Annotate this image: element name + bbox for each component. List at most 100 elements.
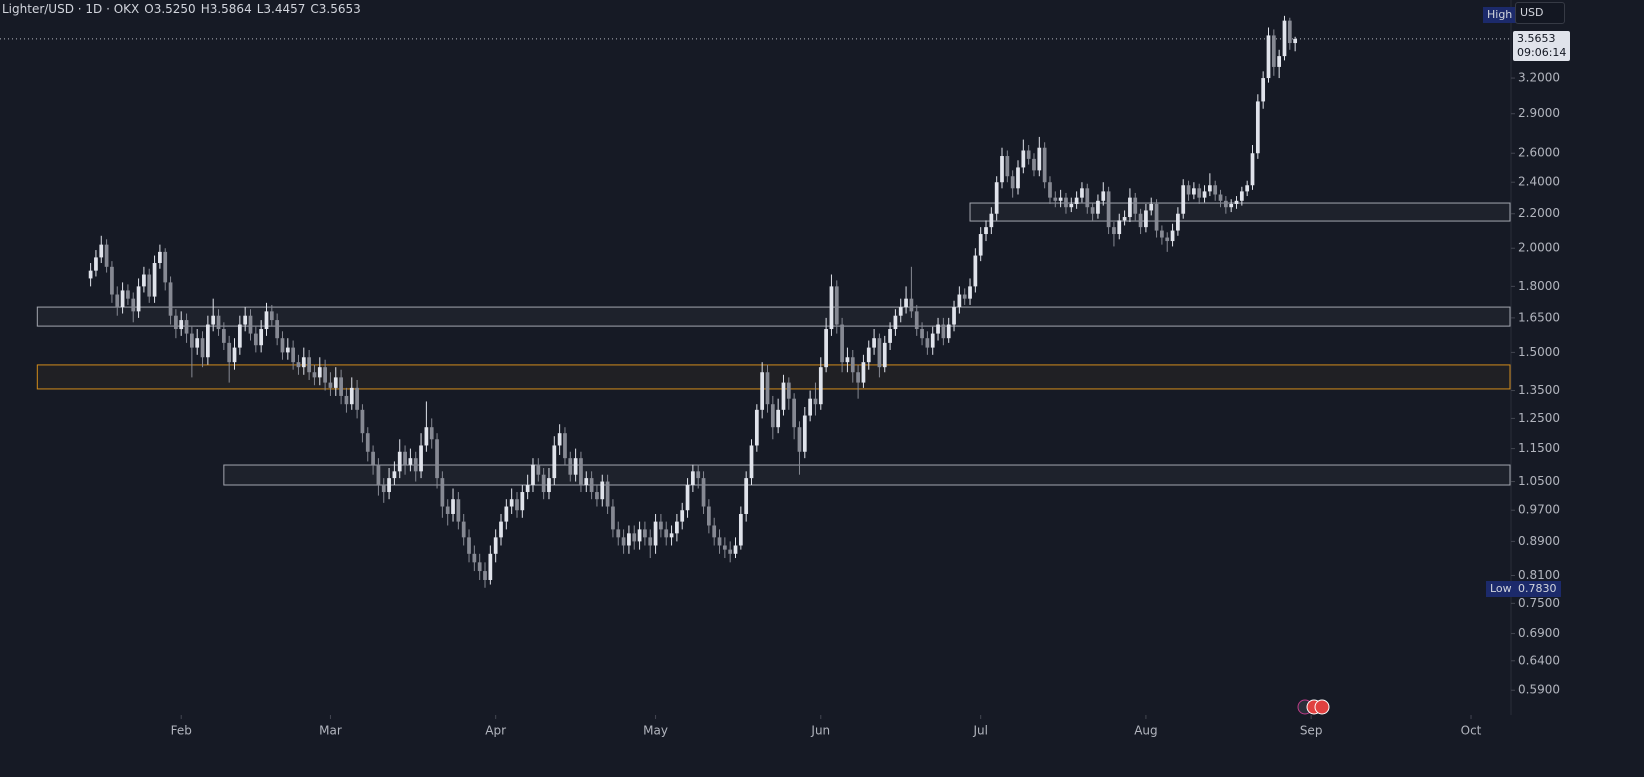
candle-body bbox=[1250, 153, 1255, 186]
candle-body bbox=[925, 338, 930, 348]
candle-body bbox=[584, 478, 589, 486]
currency-button[interactable]: USD bbox=[1515, 2, 1565, 24]
candle-body bbox=[264, 311, 269, 330]
high-marker: High bbox=[1483, 7, 1517, 23]
x-tick-label: Sep bbox=[1300, 724, 1323, 738]
last-price-label: 3.5653 09:06:14 bbox=[1513, 31, 1571, 61]
candle-body bbox=[403, 451, 407, 465]
candle-body bbox=[648, 537, 653, 546]
candle-body bbox=[1074, 197, 1079, 204]
x-tick-label: Apr bbox=[485, 724, 506, 738]
candle-body bbox=[237, 324, 242, 348]
candle-body bbox=[706, 506, 711, 526]
candle-body bbox=[616, 529, 621, 538]
candle-body bbox=[904, 298, 908, 308]
candle-body bbox=[973, 255, 978, 287]
y-tick-label: 0.9700 bbox=[1518, 503, 1560, 517]
event-icon[interactable] bbox=[1314, 699, 1330, 715]
candle-body bbox=[413, 458, 418, 472]
candle-body bbox=[696, 471, 701, 479]
candle-body bbox=[328, 382, 333, 388]
candle-body bbox=[605, 481, 610, 507]
candle-body bbox=[317, 367, 322, 378]
candle-body bbox=[1261, 78, 1266, 102]
candle-body bbox=[1122, 217, 1127, 221]
candle-body bbox=[1128, 197, 1132, 218]
candle-body bbox=[1208, 185, 1212, 192]
candle-body bbox=[365, 433, 370, 452]
candle-body bbox=[1026, 150, 1031, 159]
candle-body bbox=[1218, 194, 1223, 201]
candle-body bbox=[882, 342, 887, 368]
y-tick-label: 2.0000 bbox=[1518, 241, 1560, 255]
x-tick-label: Oct bbox=[1461, 724, 1482, 738]
candle-body bbox=[435, 439, 439, 479]
candle-body bbox=[440, 478, 445, 507]
candle-body bbox=[632, 533, 637, 542]
candle-body bbox=[136, 286, 141, 312]
candle-body bbox=[675, 521, 679, 534]
candle-body bbox=[717, 537, 722, 546]
candle-body bbox=[200, 338, 205, 358]
candle-body bbox=[1133, 197, 1138, 214]
candle-body bbox=[685, 485, 690, 511]
candle-body bbox=[573, 458, 578, 475]
candle-body bbox=[1287, 20, 1292, 44]
candle-body bbox=[792, 398, 797, 428]
candle-body bbox=[1255, 101, 1260, 154]
candle-body bbox=[525, 485, 530, 493]
candle-body bbox=[984, 227, 988, 235]
candle-body bbox=[765, 372, 770, 405]
candle-body bbox=[275, 320, 280, 339]
candle-body bbox=[1176, 213, 1180, 231]
y-tick-label: 1.6500 bbox=[1518, 310, 1560, 324]
candle-body bbox=[296, 362, 301, 368]
candle-body bbox=[1064, 197, 1068, 208]
candle-body bbox=[850, 357, 855, 373]
candle-body bbox=[989, 213, 994, 228]
candle-body bbox=[563, 433, 567, 459]
candle-body bbox=[1282, 20, 1287, 57]
candle-body bbox=[456, 499, 461, 522]
y-tick-label: 2.6000 bbox=[1518, 146, 1560, 160]
candle-body bbox=[829, 286, 834, 330]
candle-body bbox=[968, 286, 972, 299]
candle-body bbox=[344, 395, 349, 405]
candle-body bbox=[1058, 197, 1063, 201]
candle-body bbox=[104, 244, 109, 267]
candle-body bbox=[680, 510, 685, 522]
zone bbox=[969, 202, 1511, 222]
candle-body bbox=[786, 382, 791, 399]
candle-body bbox=[168, 282, 173, 316]
candle-body bbox=[509, 499, 514, 507]
y-tick-label: 0.6400 bbox=[1518, 653, 1560, 667]
y-tick-label: 3.2000 bbox=[1518, 71, 1560, 85]
candle-body bbox=[531, 464, 535, 486]
candle-body bbox=[216, 315, 221, 330]
candle-body bbox=[637, 529, 642, 542]
candle-body bbox=[941, 324, 946, 339]
candle-body bbox=[738, 513, 743, 546]
candle-body bbox=[1202, 191, 1207, 198]
candle-body bbox=[301, 357, 306, 368]
candle-body bbox=[472, 553, 477, 563]
candle-body bbox=[349, 387, 354, 405]
candle-body bbox=[483, 571, 487, 580]
candle-body bbox=[840, 324, 844, 363]
candle-body bbox=[957, 294, 962, 308]
countdown: 09:06:14 bbox=[1517, 46, 1567, 59]
candle-body bbox=[1277, 56, 1282, 67]
candle-body bbox=[1106, 191, 1111, 228]
candle-body bbox=[285, 347, 290, 353]
candle-body bbox=[936, 324, 940, 334]
y-tick-label: 0.6900 bbox=[1518, 626, 1560, 640]
y-tick-label: 1.3500 bbox=[1518, 383, 1560, 397]
candle-body bbox=[653, 521, 658, 546]
candle-body bbox=[856, 372, 860, 383]
candle-body bbox=[802, 415, 807, 452]
candle-body bbox=[499, 521, 503, 538]
y-tick-label: 2.9000 bbox=[1518, 106, 1560, 120]
candle-body bbox=[419, 445, 423, 472]
candle-body bbox=[131, 298, 136, 312]
